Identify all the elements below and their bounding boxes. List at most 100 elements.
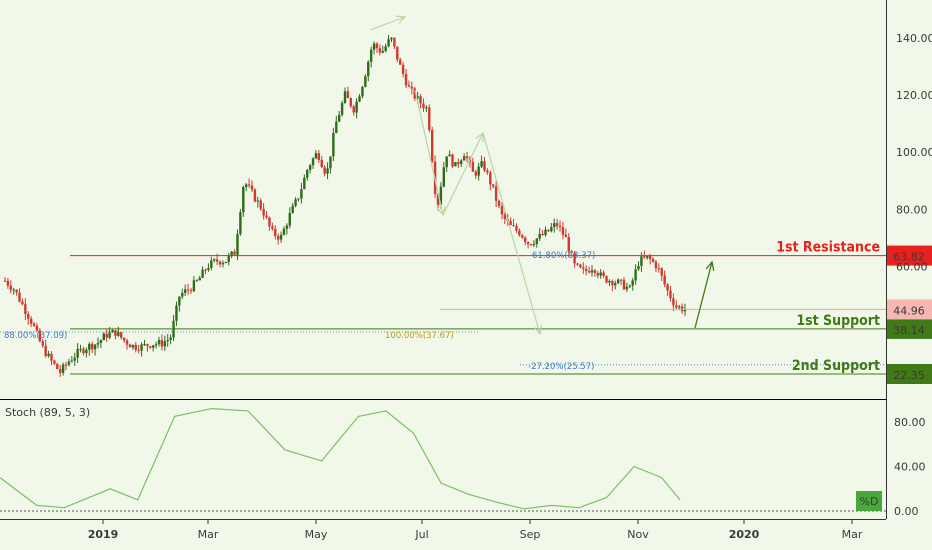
time-tick-label: Sep xyxy=(520,528,541,541)
candle-body xyxy=(18,292,21,302)
candle-body xyxy=(56,363,59,370)
candle-body xyxy=(526,241,530,245)
candle-body xyxy=(256,200,260,202)
time-tick-label: Mar xyxy=(198,528,219,541)
candle-body xyxy=(364,76,367,87)
candle-body xyxy=(593,270,597,273)
candle-body xyxy=(198,277,201,281)
price-tick-label: 120.00 xyxy=(896,89,932,102)
candle-body xyxy=(648,256,652,259)
candle-body xyxy=(117,332,120,336)
candle-body xyxy=(579,264,582,268)
candle-body xyxy=(445,156,448,168)
candle-body xyxy=(419,96,422,104)
candle-body xyxy=(399,59,402,65)
candle-body xyxy=(401,64,405,75)
candle-body xyxy=(529,244,533,246)
stoch-title: Stoch (89, 5, 3) xyxy=(5,406,90,419)
candle-body xyxy=(29,318,33,324)
candle-body xyxy=(122,337,126,341)
candle-body xyxy=(306,170,309,178)
candle-body xyxy=(625,286,629,290)
candle-body xyxy=(326,168,329,174)
candle-body xyxy=(343,91,347,104)
stoch-tick-label: 80.00 xyxy=(894,416,926,429)
price-pane xyxy=(0,34,886,377)
candle-body xyxy=(599,272,602,276)
time-tick-label: Mar xyxy=(842,528,863,541)
level-value-badge xyxy=(887,245,932,266)
candle-body xyxy=(622,279,626,290)
candle-body xyxy=(137,349,140,351)
candle-body xyxy=(157,340,161,345)
candle-body xyxy=(265,215,268,218)
candle-body xyxy=(99,340,103,343)
candle-body xyxy=(425,107,428,109)
candle-body xyxy=(375,43,379,49)
candle-body xyxy=(590,270,594,273)
candle-body xyxy=(430,129,434,162)
candle-body xyxy=(352,106,355,113)
candle-body xyxy=(285,225,289,229)
candle-body xyxy=(518,230,521,236)
fib-label: -27.20%(25.57) xyxy=(528,362,594,372)
candle-body xyxy=(616,279,620,284)
candle-body xyxy=(276,235,280,240)
candle-body xyxy=(657,268,661,270)
time-tick-label: 2019 xyxy=(88,528,119,541)
annotations: 1st Resistance 1st Support 2nd Support 61.8… xyxy=(4,15,880,374)
current-price-text: 44.96 xyxy=(893,304,925,317)
candle-body xyxy=(663,275,666,285)
candle-body xyxy=(76,348,79,358)
candle-body xyxy=(474,171,477,176)
candle-body xyxy=(422,103,425,109)
candle-body xyxy=(337,114,341,122)
candle-body xyxy=(439,186,443,205)
candle-body xyxy=(143,344,146,346)
candle-body xyxy=(239,212,242,235)
candle-body xyxy=(477,166,480,176)
candle-body xyxy=(288,213,291,226)
candle-body xyxy=(24,304,27,314)
candle-body xyxy=(183,289,187,293)
candle-body xyxy=(314,153,318,159)
candle-body xyxy=(111,330,114,333)
candle-body xyxy=(300,189,303,199)
candle-body xyxy=(384,46,387,52)
candle-body xyxy=(480,161,483,167)
candle-body xyxy=(396,46,399,60)
candle-body xyxy=(372,43,376,50)
candle-body xyxy=(619,279,623,281)
candle-body xyxy=(660,268,663,276)
candle-body xyxy=(587,271,591,273)
candle-body xyxy=(329,156,332,169)
trend-arrow xyxy=(442,132,484,216)
trend-arrow xyxy=(414,89,444,216)
candle-body xyxy=(230,251,233,256)
candle-body xyxy=(53,360,56,364)
candle-body xyxy=(210,260,213,268)
candle-body xyxy=(515,225,518,231)
candle-body xyxy=(683,309,687,312)
candle-body xyxy=(381,51,384,53)
candle-body xyxy=(544,229,547,236)
candle-body xyxy=(404,74,408,86)
candle-body xyxy=(149,346,152,348)
level-value-text: 38.14 xyxy=(893,324,925,337)
candle-body xyxy=(3,280,7,282)
candle-body xyxy=(378,48,382,53)
candle-body xyxy=(358,96,361,102)
candle-body xyxy=(555,223,559,227)
candle-body xyxy=(308,165,312,171)
candle-body xyxy=(303,177,306,190)
candle-body xyxy=(41,341,44,346)
candle-body xyxy=(21,301,24,305)
candle-body xyxy=(247,184,251,186)
candle-body xyxy=(175,305,178,321)
candle-body xyxy=(163,341,167,347)
candle-body xyxy=(131,344,135,348)
candle-body xyxy=(355,101,358,113)
candle-body xyxy=(608,280,611,283)
candle-body xyxy=(553,223,556,228)
